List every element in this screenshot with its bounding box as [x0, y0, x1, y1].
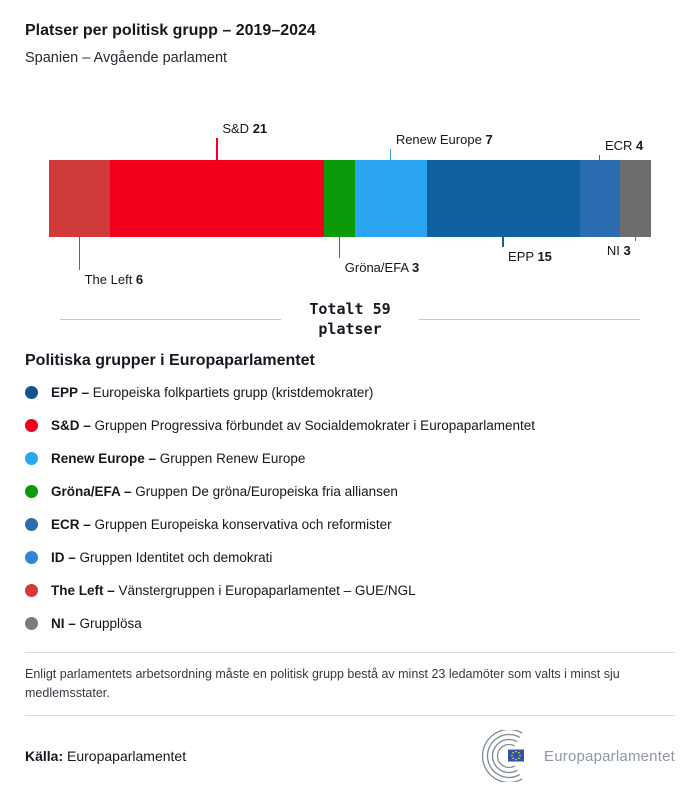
legend-color-dot [25, 550, 38, 564]
bar-segment-ecr [579, 160, 621, 237]
european-parliament-logo-icon [481, 730, 525, 783]
callout-line-ni [634, 237, 637, 241]
bar-segment-renew-europe [355, 160, 427, 237]
legend-item-id: ID – Gruppen Identitet och demokrati [25, 541, 675, 574]
callout-line-the-left [78, 237, 81, 270]
legend-item-the-left: The Left – Vänstergruppen i Europaparlam… [25, 574, 675, 607]
callout-label-the-left: The Left 6 [84, 272, 144, 287]
divider-below-footnote [25, 715, 675, 717]
page-subtitle: Spanien – Avgående parlament [25, 50, 228, 66]
callout-line-ecr [598, 155, 601, 160]
legend-item-epp: EPP – Europeiska folkpartiets grupp (kri… [25, 376, 675, 409]
callout-line-s-d [216, 138, 218, 160]
legend-heading: Politiska grupper i Europaparlamentet [25, 351, 315, 369]
bar-segment-epp [426, 160, 580, 237]
legend-item-renew-europe: Renew Europe – Gruppen Renew Europe [25, 442, 675, 475]
bar-segment-the-left [49, 160, 111, 237]
legend-item-s-d: S&D – Gruppen Progressiva förbundet av S… [25, 409, 675, 442]
total-seats: Totalt 59 platser [60, 299, 640, 340]
brand: Europaparlamentet [461, 730, 675, 783]
callout-label-gr-na-efa: Gröna/EFA 3 [344, 260, 420, 275]
legend-label: NI – Grupplösa [51, 615, 142, 631]
legend-color-dot [25, 583, 38, 597]
callout-line-renew-europe [389, 149, 392, 160]
callouts-below: The Left 6 Gröna/EFA 3 EPP 15 NI 3 [49, 237, 651, 297]
eu-flag [508, 749, 525, 762]
callout-label-renew-europe: Renew Europe 7 [395, 132, 493, 147]
legend-color-dot [25, 418, 38, 432]
bar-segment-ni [620, 160, 651, 237]
header: Platser per politisk grupp – 2019–2024 S… [0, 0, 700, 66]
page-title: Platser per politisk grupp – 2019–2024 [25, 22, 316, 39]
total-rule-right [418, 318, 640, 320]
legend-label: EPP – Europeiska folkpartiets grupp (kri… [51, 384, 374, 400]
brand-name: Europaparlamentet [544, 747, 675, 765]
callout-label-s-d: S&D 21 [222, 121, 268, 136]
source-label: Källa: [25, 748, 64, 765]
source-value: Europaparlamentet [67, 748, 187, 765]
total-rule-left [60, 318, 282, 320]
legend-item-ecr: ECR – Gruppen Europeiska konservativa oc… [25, 508, 675, 541]
legend-item-gr-na-efa: Gröna/EFA – Gruppen De gröna/Europeiska … [25, 475, 675, 508]
callout-line-gr-na-efa [338, 237, 341, 258]
legend-list: EPP – Europeiska folkpartiets grupp (kri… [25, 376, 675, 640]
callouts-above: S&D 21 Renew Europe 7 ECR 4 [49, 92, 651, 160]
footer: Källa: Europaparlamentet Europa [0, 716, 700, 783]
legend-item-ni: NI – Grupplösa [25, 607, 675, 640]
callout-line-epp [502, 237, 504, 247]
seat-distribution-chart: S&D 21 Renew Europe 7 ECR 4 The Left 6 Grön… [49, 92, 651, 297]
callout-label-ni: NI 3 [606, 243, 631, 258]
legend-label: ECR – Gruppen Europeiska konservativa oc… [51, 516, 392, 532]
bar-segment-gr-na-efa [324, 160, 356, 237]
legend-section: Politiska grupper i Europaparlamentet EP… [0, 352, 700, 640]
legend-color-dot [25, 616, 38, 630]
stacked-bar [49, 160, 651, 237]
legend-label: ID – Gruppen Identitet och demokrati [51, 549, 273, 565]
legend-label: S&D – Gruppen Progressiva förbundet av S… [51, 417, 536, 433]
divider-above-footnote [25, 651, 675, 653]
legend-label: The Left – Vänstergruppen i Europaparlam… [51, 582, 416, 598]
legend-color-dot [25, 385, 38, 399]
source: Källa: Europaparlamentet [25, 748, 186, 764]
bar-segment-s-d [110, 160, 325, 237]
legend-color-dot [25, 517, 38, 531]
callout-label-ecr: ECR 4 [604, 138, 644, 153]
callout-label-epp: EPP 15 [508, 249, 552, 264]
legend-color-dot [25, 484, 38, 498]
legend-color-dot [25, 451, 38, 465]
legend-label: Renew Europe – Gruppen Renew Europe [51, 450, 306, 466]
legend-label: Gröna/EFA – Gruppen De gröna/Europeiska … [51, 483, 398, 499]
footnote: Enligt parlamentets arbetsordning måste … [25, 666, 620, 700]
total-seats-label: Totalt 59 platser [309, 300, 391, 339]
